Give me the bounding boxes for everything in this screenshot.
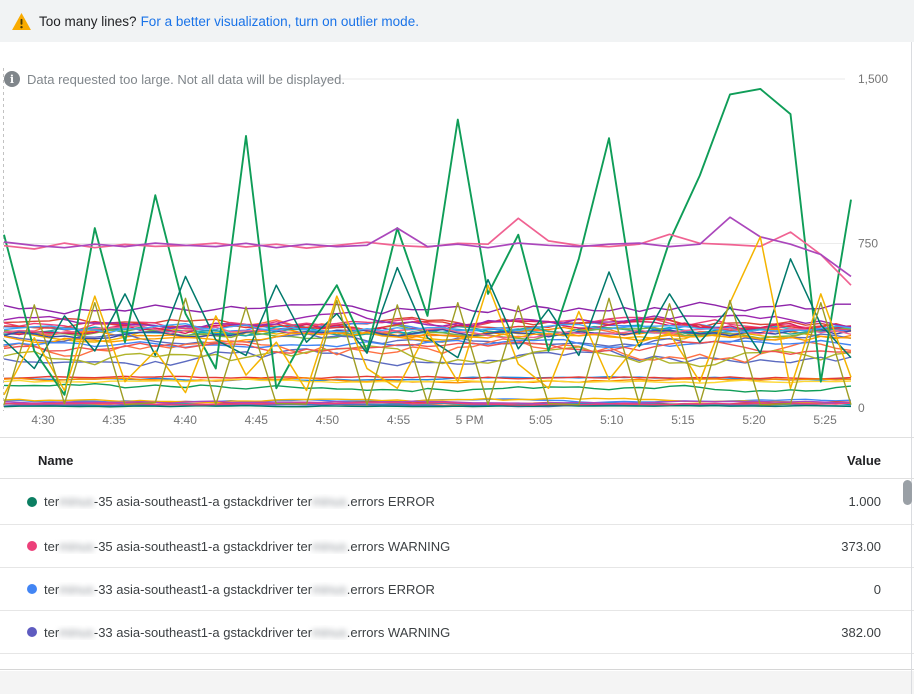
- background-series-line: [3, 383, 852, 393]
- series-name: terminus-35 asia-southeast1-a gstackdriv…: [44, 494, 435, 509]
- background-series-line: [3, 316, 852, 331]
- background-series-line: [3, 331, 852, 344]
- series-color-dot: [27, 627, 37, 637]
- y-axis-label: 0: [858, 401, 865, 415]
- header-divider: [0, 478, 914, 479]
- legend-row[interactable]: terminus-33 asia-southeast1-a gstackdriv…: [0, 568, 914, 611]
- chart-table-divider: [0, 437, 914, 438]
- partial-row: [0, 655, 914, 670]
- x-axis-label: 5:10: [600, 413, 624, 427]
- y-axis-label: 1,500: [858, 72, 888, 86]
- series-name: terminus-33 asia-southeast1-a gstackdriv…: [44, 624, 451, 640]
- x-axis-label: 4:50: [316, 413, 340, 427]
- x-axis-label: 5:25: [813, 413, 837, 427]
- footer-strip: [0, 671, 914, 694]
- background-series-line: [3, 378, 852, 384]
- x-axis-label: 5:05: [529, 413, 553, 427]
- x-axis-label: 5:20: [742, 413, 766, 427]
- series-value: 1.000: [848, 494, 881, 509]
- background-series-line: [3, 340, 852, 355]
- x-axis-label: 4:45: [245, 413, 269, 427]
- redacted-text: minus: [312, 494, 347, 509]
- background-series-line: [3, 318, 852, 332]
- background-series-line: [3, 345, 852, 368]
- background-series-line: [3, 311, 852, 329]
- series-name: terminus-33 asia-southeast1-a gstackdriv…: [44, 581, 435, 597]
- series-line: [3, 236, 852, 396]
- series-value: 382.00: [841, 624, 881, 640]
- redacted-text: minus: [59, 581, 94, 597]
- legend-row[interactable]: terminus-35 asia-southeast1-a gstackdriv…: [0, 479, 914, 525]
- series-value: 0: [873, 581, 881, 597]
- x-axis-label: 5 PM: [456, 413, 484, 427]
- series-color-dot: [27, 496, 37, 507]
- column-header-value[interactable]: Value: [847, 453, 881, 468]
- series-line: [3, 297, 852, 406]
- legend-row[interactable]: terminus-35 asia-southeast1-a gstackdriv…: [0, 525, 914, 568]
- redacted-text: minus: [59, 538, 94, 554]
- background-series-line: [3, 323, 852, 334]
- series-name: terminus-35 asia-southeast1-a gstackdriv…: [44, 538, 451, 554]
- background-series-line: [3, 348, 852, 367]
- notice-text: Data requested too large. Not all data w…: [27, 71, 345, 87]
- x-axis-label: 4:30: [31, 413, 55, 427]
- redacted-text: minus: [312, 538, 347, 554]
- x-axis-label: 4:40: [174, 413, 198, 427]
- series-color-dot: [27, 584, 37, 594]
- background-series-line: [3, 404, 852, 408]
- scrollbar-thumb[interactable]: [903, 480, 912, 505]
- outlier-mode-link[interactable]: For a better visualization, turn on outl…: [140, 13, 419, 29]
- redacted-text: minus: [312, 581, 347, 597]
- series-value: 373.00: [841, 538, 881, 554]
- legend-row[interactable]: terminus-33 asia-southeast1-a gstackdriv…: [0, 611, 914, 654]
- data-too-large-notice: i Data requested too large. Not all data…: [4, 71, 345, 87]
- redacted-text: minus: [59, 494, 94, 509]
- timeseries-chart[interactable]: 1,500 750 0 4:30 4:35 4:40 4:45 4:50 4:55 5 PM 5:0…: [0, 60, 914, 440]
- column-header-name[interactable]: Name: [38, 453, 74, 468]
- series-line: [3, 258, 852, 370]
- info-icon: i: [4, 71, 20, 87]
- redacted-text: minus: [59, 624, 94, 640]
- scrollbar-track[interactable]: [911, 42, 912, 694]
- warning-icon: [12, 12, 31, 30]
- x-axis-label: 4:55: [387, 413, 411, 427]
- legend-table-header: Name Value: [0, 443, 914, 478]
- x-axis-label: 5:15: [671, 413, 695, 427]
- series-line: [3, 217, 852, 286]
- background-series-line: [3, 375, 852, 380]
- series-line: [3, 216, 852, 278]
- too-many-lines-banner: Too many lines? For a better visualizati…: [0, 0, 914, 42]
- legend-rows: terminus-35 asia-southeast1-a gstackdriv…: [0, 479, 914, 654]
- x-axis-label: 4:35: [102, 413, 126, 427]
- banner-question: Too many lines?: [39, 13, 137, 29]
- background-series-line: [3, 338, 852, 363]
- y-axis-label: 750: [858, 237, 878, 251]
- redacted-text: minus: [312, 624, 347, 640]
- series-color-dot: [27, 541, 37, 551]
